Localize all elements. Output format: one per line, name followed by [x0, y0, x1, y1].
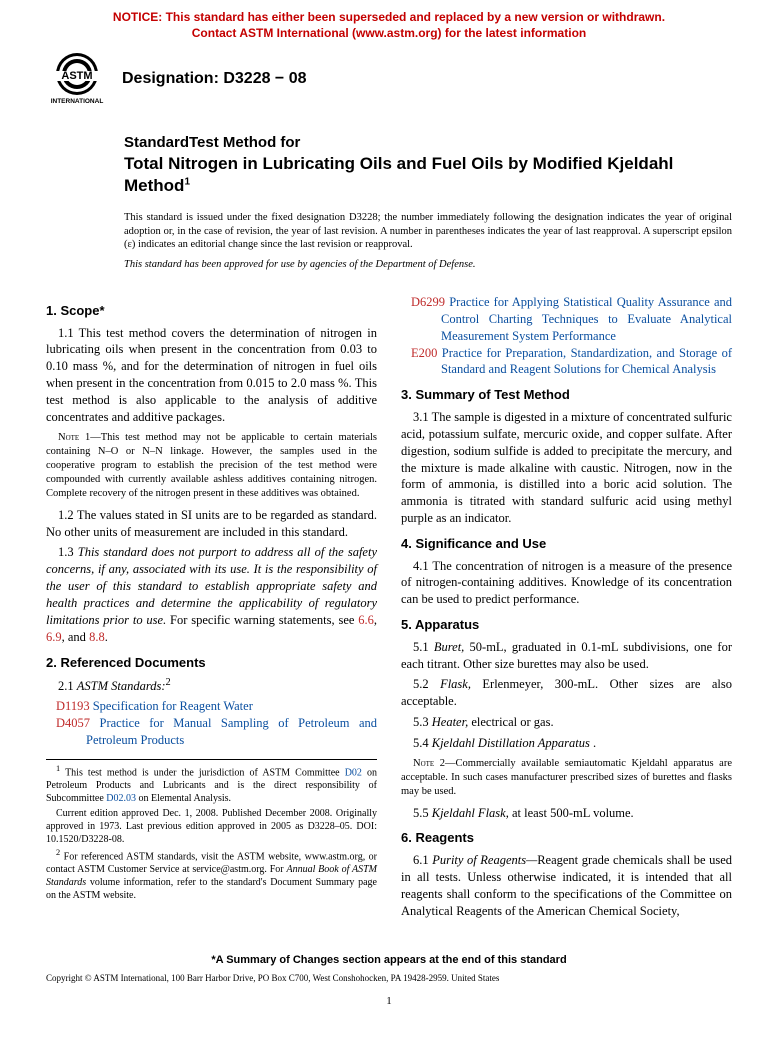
fn1c: on Elemental Analysis.: [136, 793, 231, 804]
ref-title: 2. Referenced Documents: [46, 654, 377, 672]
ref-text-d4057: Practice for Manual Sampling of Petroleu…: [86, 716, 377, 747]
title-main: Total Nitrogen in Lubricating Oils and F…: [124, 153, 732, 197]
link-d02[interactable]: D02: [345, 767, 362, 778]
scope-p3-post: For specific warning statements, see: [166, 613, 358, 627]
reag-p1-it: Purity of Reagents—: [432, 853, 537, 867]
reagents-p1: 6.1 Purity of Reagents—Reagent grade che…: [401, 852, 732, 920]
scope-note1: Note 1—This test method may not be appli…: [46, 431, 377, 502]
app-p4: 5.4 Kjeldahl Distillation Apparatus .: [401, 735, 732, 752]
sig-title: 4. Significance and Use: [401, 535, 732, 553]
app-p1-num: 5.1: [413, 640, 434, 654]
link-d02-03[interactable]: D02.03: [106, 793, 136, 804]
ref-code-d6299: D6299: [411, 295, 445, 309]
app-p3-num: 5.3: [413, 715, 432, 729]
right-column: D6299 Practice for Applying Statistical …: [401, 294, 732, 923]
app-p4-rest: .: [590, 736, 596, 750]
astm-logo-icon: ASTM INTERNATIONAL: [46, 51, 108, 107]
footnotes: 1 This test method is under the jurisdic…: [46, 759, 377, 903]
svg-text:INTERNATIONAL: INTERNATIONAL: [51, 98, 104, 105]
sep1: ,: [374, 613, 377, 627]
scope-p1: 1.1 This test method covers the determin…: [46, 325, 377, 426]
document-page: NOTICE: This standard has either been su…: [0, 0, 778, 1029]
app-p4-num: 5.4: [413, 736, 432, 750]
app-p5-num: 5.5: [413, 806, 432, 820]
ref-e200[interactable]: E200 Practice for Preparation, Standardi…: [401, 345, 732, 379]
left-column: 1. Scope* 1.1 This test method covers th…: [46, 294, 377, 923]
designation-text: Designation: D3228 − 08: [122, 68, 307, 90]
title-block: StandardTest Method for Total Nitrogen i…: [124, 133, 732, 197]
scope-title: 1. Scope*: [46, 302, 377, 320]
scope-p3-pre: 1.3: [58, 545, 78, 559]
app-p2: 5.2 Flask, Erlenmeyer, 300-mL. Other siz…: [401, 676, 732, 710]
p3-end: .: [105, 630, 108, 644]
ref-text-e200: Practice for Preparation, Standardizatio…: [441, 346, 732, 377]
reagents-title: 6. Reagents: [401, 829, 732, 847]
ref-code-e200: E200: [411, 346, 437, 360]
header-row: ASTM INTERNATIONAL Designation: D3228 − …: [46, 51, 732, 107]
svg-text:ASTM: ASTM: [61, 70, 92, 82]
ref-sub-sup: 2: [166, 677, 171, 688]
footnote-1-p2: Current edition approved Dec. 1, 2008. P…: [46, 807, 377, 846]
scope-p2: 1.2 The values stated in SI units are to…: [46, 507, 377, 541]
app-p3-it: Heater,: [432, 715, 468, 729]
ref-text-d6299: Practice for Applying Statistical Qualit…: [441, 295, 732, 343]
app-p2-num: 5.2: [413, 677, 440, 691]
app-p5: 5.5 Kjeldahl Flask, at least 500-mL volu…: [401, 805, 732, 822]
sig-p1: 4.1 The concentration of nitrogen is a m…: [401, 558, 732, 609]
app-p3-rest: electrical or gas.: [468, 715, 553, 729]
title-main-text: Total Nitrogen in Lubricating Oils and F…: [124, 154, 673, 195]
app-p4-it: Kjeldahl Distillation Apparatus: [432, 736, 590, 750]
notice-line-2: Contact ASTM International (www.astm.org…: [192, 26, 586, 40]
footnote-1: 1 This test method is under the jurisdic…: [46, 764, 377, 805]
notice-line-1: NOTICE: This standard has either been su…: [113, 10, 665, 24]
app-p3: 5.3 Heater, electrical or gas.: [401, 714, 732, 731]
body-columns: 1. Scope* 1.1 This test method covers th…: [46, 294, 732, 923]
ref-sub: 2.1 ASTM Standards:2: [46, 676, 377, 695]
fn1a: This test method is under the jurisdicti…: [65, 767, 345, 778]
note-1-label: Note 1—: [58, 432, 101, 443]
title-sup: 1: [184, 176, 190, 187]
scope-p3: 1.3 This standard does not purport to ad…: [46, 544, 377, 645]
page-number: 1: [46, 994, 732, 1009]
fn2b: volume information, refer to the standar…: [46, 877, 377, 901]
app-p5-it: Kjeldahl Flask,: [432, 806, 509, 820]
app-p1: 5.1 Buret, 50-mL, graduated in 0.1-mL su…: [401, 639, 732, 673]
ref-code-d4057: D4057: [56, 716, 90, 730]
copyright-text: Copyright © ASTM International, 100 Barr…: [46, 972, 732, 984]
app-note2: Note 2—Commercially available semiautoma…: [401, 757, 732, 800]
summary-p1: 3.1 The sample is digested in a mixture …: [401, 409, 732, 527]
dod-approval-note: This standard has been approved for use …: [124, 258, 732, 272]
ref-d4057[interactable]: D4057 Practice for Manual Sampling of Pe…: [46, 715, 377, 749]
ref-sub-num: 2.1: [58, 679, 77, 693]
ref-code-d1193: D1193: [56, 699, 90, 713]
notice-banner: NOTICE: This standard has either been su…: [46, 10, 732, 41]
ref-d1193[interactable]: D1193 Specification for Reagent Water: [46, 698, 377, 715]
link-6-6[interactable]: 6.6: [358, 613, 374, 627]
ref-d6299[interactable]: D6299 Practice for Applying Statistical …: [401, 294, 732, 345]
app-p1-it: Buret,: [434, 640, 464, 654]
ref-text-d1193: Specification for Reagent Water: [93, 699, 253, 713]
ref-sub-italic: ASTM Standards:: [77, 679, 166, 693]
title-prefix: StandardTest Method for: [124, 133, 732, 153]
footer-changes-note: *A Summary of Changes section appears at…: [46, 953, 732, 968]
link-8-8[interactable]: 8.8: [89, 630, 105, 644]
and: , and: [62, 630, 89, 644]
issuance-note: This standard is issued under the fixed …: [124, 211, 732, 252]
app-p2-it: Flask,: [440, 677, 471, 691]
note-2-label: Note 2—: [413, 758, 456, 769]
apparatus-title: 5. Apparatus: [401, 616, 732, 634]
reag-p1-num: 6.1: [413, 853, 432, 867]
link-6-9[interactable]: 6.9: [46, 630, 62, 644]
app-p5-rest: at least 500-mL volume.: [509, 806, 634, 820]
summary-title: 3. Summary of Test Method: [401, 386, 732, 404]
footnote-2: 2 For referenced ASTM standards, visit t…: [46, 848, 377, 902]
